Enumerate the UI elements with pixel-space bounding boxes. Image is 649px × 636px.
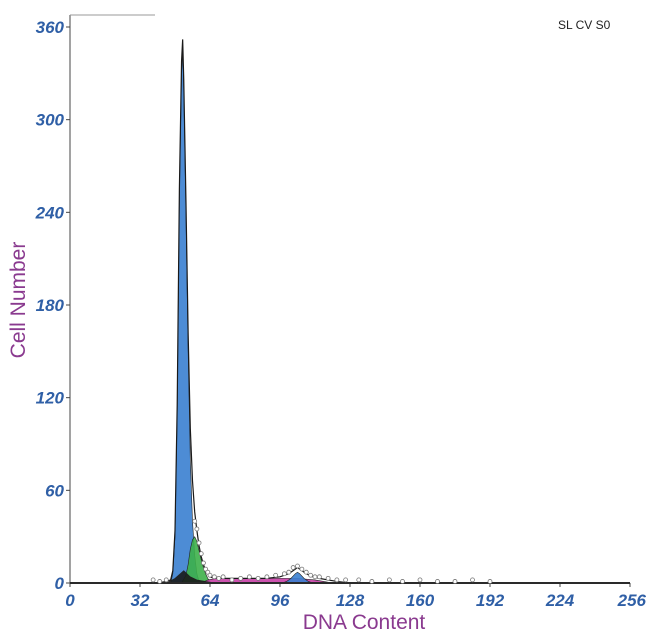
data-point-1 (157, 579, 163, 584)
data-point-6 (198, 551, 204, 557)
x-tick-label-5: 160 (406, 591, 435, 610)
data-point-4 (194, 526, 200, 532)
corner-label: SL CV S0 (558, 18, 611, 32)
data-point-39 (470, 577, 475, 583)
x-axis-title: DNA Content (303, 611, 426, 634)
data-point-40 (487, 579, 493, 584)
data-point-30 (334, 577, 340, 583)
data-point-18 (264, 574, 270, 580)
data-point-36 (417, 577, 423, 583)
data-point-8 (203, 566, 209, 572)
data-point-11 (211, 574, 217, 580)
x-tick-label-3: 96 (271, 591, 290, 610)
data-point-2 (163, 577, 169, 583)
x-tick-label-8: 256 (617, 591, 647, 610)
data-point-14 (229, 577, 235, 583)
data-point-31 (343, 577, 349, 583)
data-point-21 (286, 569, 292, 575)
y-tick-labels: 0 60 120 180 240 300 360 (35, 18, 70, 593)
data-point-17 (255, 575, 261, 581)
data-point-5 (196, 540, 202, 546)
data-point-34 (386, 577, 392, 583)
data-point-19 (273, 572, 279, 578)
data-point-26 (308, 572, 314, 578)
data-point-0 (150, 577, 156, 583)
data-point-9 (205, 569, 211, 575)
x-tick-label-1: 32 (131, 591, 150, 610)
x-tick-label-0: 0 (65, 591, 75, 610)
data-point-25 (303, 569, 309, 575)
data-point-7 (201, 560, 206, 566)
y-tick-label-5: 300 (36, 111, 65, 130)
data-point-29 (325, 575, 331, 581)
data-point-38 (452, 579, 458, 584)
component-areas (166, 50, 333, 584)
fit-curve-group (70, 39, 630, 584)
data-point-35 (400, 579, 405, 584)
y-tick-label-0: 0 (55, 574, 65, 593)
data-point-10 (207, 572, 213, 578)
x-tick-label-6: 192 (476, 591, 505, 610)
y-axis-title: Cell Number (7, 242, 30, 359)
x-tick-label-2: 64 (201, 591, 220, 610)
data-point-13 (220, 574, 226, 580)
data-point-22 (290, 565, 296, 570)
data-point-15 (238, 575, 244, 581)
data-point-27 (312, 574, 318, 580)
y-tick-label-2: 120 (36, 389, 65, 408)
axes (69, 14, 630, 584)
scatter-points (150, 518, 493, 584)
y-tick-label-4: 240 (35, 203, 65, 222)
data-point-24 (299, 566, 305, 572)
y-tick-label-3: 180 (36, 296, 65, 315)
y-tick-label-6: 360 (36, 18, 65, 37)
data-point-20 (281, 571, 287, 577)
y-tick-label-1: 60 (45, 481, 64, 500)
data-point-32 (356, 577, 362, 583)
fit-curve (157, 39, 630, 584)
data-point-37 (435, 579, 440, 584)
data-point-28 (316, 574, 322, 580)
data-point-16 (246, 574, 252, 580)
data-point-33 (369, 579, 375, 584)
data-point-12 (216, 575, 222, 581)
x-tick-label-7: 224 (545, 591, 575, 610)
data-point-3 (192, 518, 198, 524)
data-point-23 (295, 563, 300, 569)
x-tick-label-4: 128 (336, 591, 365, 610)
x-tick-labels: 0 32 64 96 128 160 192 224 256 (65, 583, 647, 610)
